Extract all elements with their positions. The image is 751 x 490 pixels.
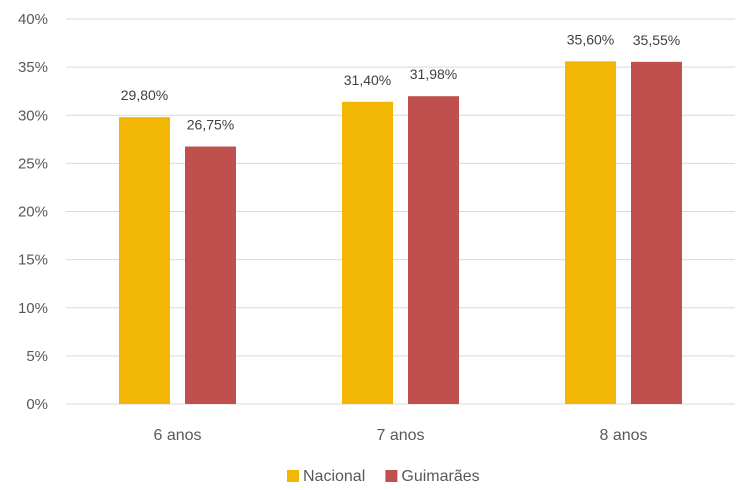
y-tick-label: 20% (18, 204, 48, 221)
bar-nacional (565, 61, 616, 404)
data-label: 31,40% (344, 72, 391, 88)
data-label: 29,80% (121, 87, 168, 103)
legend-swatch (287, 470, 299, 482)
legend-label: Guimarães (401, 468, 479, 485)
legend-swatch (385, 470, 398, 482)
x-category-label: 8 anos (599, 427, 647, 444)
x-category-label: 6 anos (153, 427, 201, 444)
gridlines (66, 18, 735, 405)
y-tick-label: 5% (26, 348, 48, 365)
data-label: 35,55% (633, 32, 680, 48)
data-label: 31,98% (410, 66, 457, 82)
data-label: 26,75% (187, 117, 234, 133)
bar-guimar-es (631, 61, 682, 405)
x-axis-category-labels: 6 anos 7 anos 8 anos (153, 427, 647, 444)
data-label: 35,60% (567, 31, 614, 47)
y-tick-label: 0% (26, 396, 48, 413)
bar-guimar-es (185, 146, 236, 404)
legend-label: Nacional (303, 468, 365, 485)
y-tick-label: 30% (18, 107, 48, 124)
data-labels: 29,80% 26,75% 31,40% 31,98% 35,60% 35,55% (121, 31, 680, 132)
bar-nacional (119, 117, 170, 405)
y-tick-label: 35% (18, 59, 48, 76)
bar-guimar-es (408, 96, 459, 404)
bars (119, 61, 682, 405)
y-tick-label: 10% (18, 300, 48, 317)
bar-nacional (342, 101, 393, 405)
y-tick-label: 40% (18, 11, 48, 28)
legend: Nacional Guimarães (287, 468, 480, 485)
y-tick-label: 25% (18, 155, 48, 172)
x-category-label: 7 anos (376, 427, 424, 444)
y-tick-label: 15% (18, 252, 48, 269)
y-axis-tick-labels: 0% 5% 10% 15% 20% 25% 30% 35% 40% (18, 11, 48, 413)
